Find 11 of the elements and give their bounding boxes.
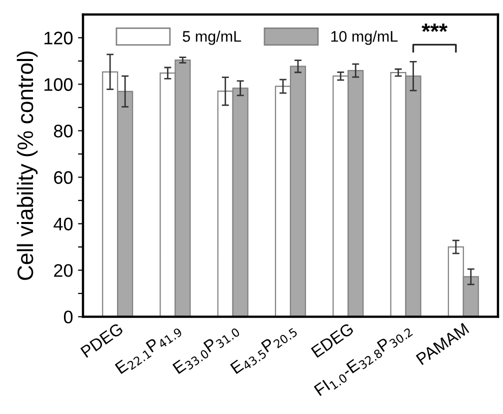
y-tick-label: 80 (54, 124, 73, 138)
legend-label: 5 mg/mL (182, 30, 242, 45)
y-tick-label: 100 (44, 78, 73, 91)
annotation: *** (422, 24, 448, 32)
y-axis-title: Cell viability (% control) (16, 52, 38, 280)
legend-label: 10 mg/mL (331, 30, 398, 45)
y-tick-label: 20 (54, 264, 73, 277)
y-tick-label: 40 (54, 218, 73, 230)
y-tick-label: 120 (44, 32, 73, 44)
y-tick-label: 0 (64, 310, 73, 324)
y-tick-label: 60 (54, 171, 73, 184)
